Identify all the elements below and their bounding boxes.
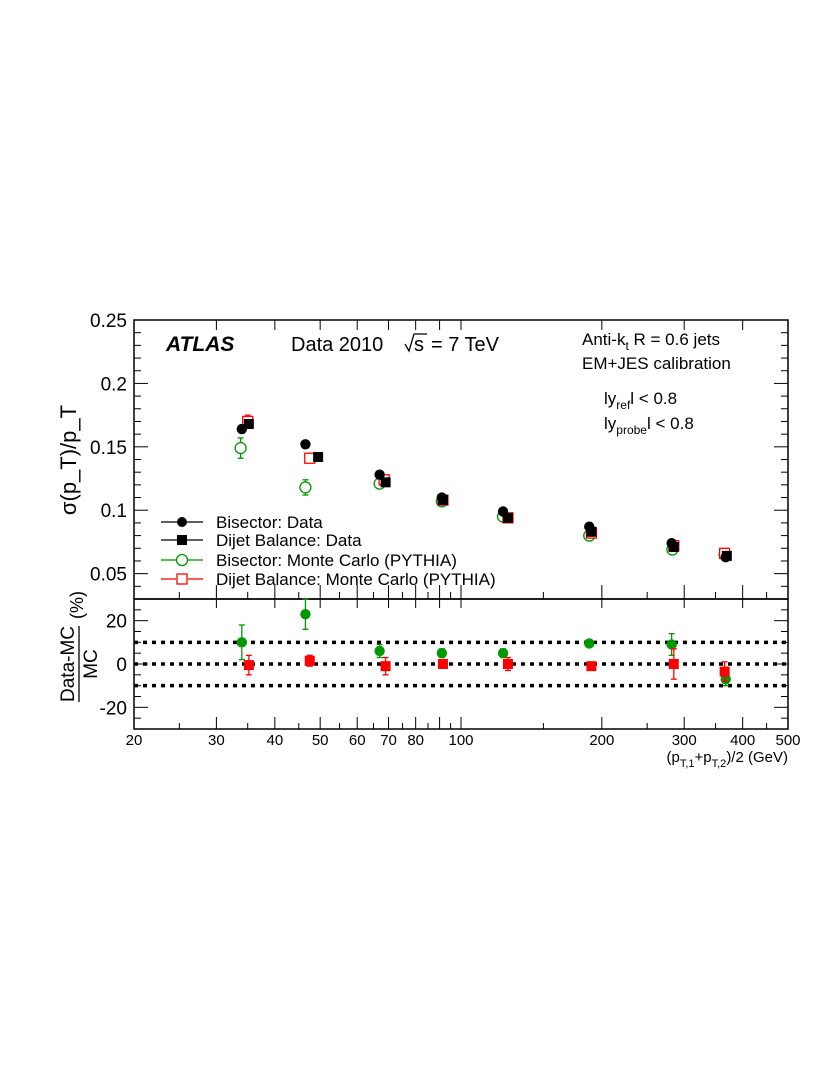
legend-entry-dijet-data: Dijet Balance: Data [161, 531, 362, 550]
legend-label-bisector-data: Bisector: Data [216, 513, 323, 532]
data-point-square [437, 495, 448, 506]
y-label-sigma: σ(p_T)/p_T [56, 405, 81, 515]
legend-label-bisector-mc: Bisector: Monte Carlo (PYTHIA) [216, 551, 457, 570]
atlas-label: ATLAS [165, 333, 234, 356]
y-tick-label: 0.15 [90, 438, 127, 459]
eta-ref-cut: lyrefl < 0.8 [604, 389, 677, 412]
y-tick-label: 0 [116, 655, 127, 676]
x-tick-label: 200 [589, 732, 614, 749]
x-tick-label: 30 [208, 732, 225, 749]
ratio-panel-ticks: 20 30 40 50 60 70 80 100 200 300 400 500 -20 0 20 [100, 599, 801, 749]
data-point-square [243, 418, 254, 429]
data-point-open-circle [299, 481, 312, 494]
data-point-square [586, 526, 597, 537]
data-point-circle [436, 647, 448, 659]
eta-probe-pre: ly [604, 414, 617, 433]
x-tick-label: 300 [672, 732, 697, 749]
energy-label: s = 7 TeV [404, 333, 500, 356]
data-point-square [304, 655, 315, 666]
eta-probe-sub: probe [616, 423, 647, 437]
legend-entry-bisector-mc: Bisector: Monte Carlo (PYTHIA) [161, 551, 457, 570]
calibration-label: EM+JES calibration [582, 354, 731, 373]
legend-label-dijet-data: Dijet Balance: Data [216, 531, 362, 550]
legend-marker-filled-square [177, 535, 187, 545]
ratio-label-denominator: MC [81, 649, 102, 679]
legend: Bisector: Data Dijet Balance: Data Bisec… [161, 513, 496, 589]
y-tick-label: -20 [100, 698, 127, 719]
x-tick-label: 500 [775, 732, 800, 749]
eta-ref-post: l < 0.8 [630, 389, 677, 408]
jet-algo-label: Anti-kt R = 0.6 jets [582, 330, 720, 353]
data-point-circle [300, 439, 311, 450]
top-panel-markers [234, 414, 732, 563]
ratio-y-axis-label: Data-MC MC (%) [58, 591, 102, 702]
y-tick-label: 20 [106, 612, 127, 633]
jet-algo-sub: t [625, 339, 629, 353]
data-point-square [380, 661, 391, 672]
data-point-square [719, 666, 730, 677]
x-label-b-sub: T,2 [712, 758, 727, 770]
y-tick-label: 0.1 [101, 501, 127, 522]
jet-algo-rest: R = 0.6 jets [629, 330, 720, 349]
eta-ref-sub: ref [616, 398, 631, 412]
y-tick-label: 0.2 [101, 374, 127, 395]
data-point-circle [300, 608, 311, 620]
legend-marker-open-circle [175, 553, 189, 567]
x-tick-label: 20 [126, 732, 143, 749]
jet-algo-main: Anti-k [582, 330, 626, 349]
data-point-square [243, 660, 254, 671]
sqrt-s-text: s [414, 334, 424, 356]
data-point-square [313, 451, 324, 462]
ratio-label-numerator: Data-MC [58, 626, 79, 702]
x-label-a: (p [666, 749, 679, 766]
legend-marker-filled-circle [177, 517, 187, 527]
top-y-axis-label: σ(p_T)/p_T [56, 405, 81, 515]
data-point-circle [497, 647, 509, 659]
data-point-square [380, 477, 391, 488]
data-point-square [586, 661, 597, 672]
x-tick-label: 50 [312, 732, 329, 749]
ratio-reference-lines [134, 640, 788, 688]
x-label-a-sub: T,1 [680, 758, 695, 770]
sqrt-icon [404, 333, 427, 353]
x-label-b: +p [695, 749, 712, 766]
eta-ref-pre: ly [604, 389, 617, 408]
data-point-circle [584, 638, 595, 649]
data-point-square [668, 542, 679, 553]
data-point-circle [374, 645, 385, 657]
legend-entry-bisector-data: Bisector: Data [161, 513, 323, 532]
ratio-panel-markers [236, 598, 731, 687]
data-point-square [721, 550, 732, 561]
data-point-circle [666, 639, 677, 650]
x-tick-label: 80 [407, 732, 424, 749]
data-point-square [437, 659, 448, 669]
ratio-label-unit: (%) [67, 591, 87, 619]
data-point-circle [236, 637, 248, 648]
y-tick-label: 0.25 [90, 311, 127, 332]
eta-probe-cut: lyprobel < 0.8 [604, 414, 694, 437]
x-tick-label: 100 [448, 732, 473, 749]
data-point-square [502, 659, 513, 669]
energy-value: = 7 TeV [431, 334, 500, 356]
eta-probe-post: l < 0.8 [647, 414, 694, 433]
top-panel-ticks: 0.05 0.1 0.15 0.2 0.25 [90, 311, 789, 600]
dataset-label: Data 2010 [291, 334, 383, 356]
x-tick-label: 400 [730, 732, 755, 749]
x-tick-label: 40 [266, 732, 283, 749]
x-axis-label: (pT,1+pT,2)/2 (GeV) [666, 749, 788, 770]
x-tick-label: 60 [349, 732, 366, 749]
data-point-open-circle [234, 441, 247, 455]
legend-marker-open-square [176, 573, 188, 585]
legend-entry-dijet-mc: Dijet Balance: Monte Carlo (PYTHIA) [161, 570, 496, 589]
legend-label-dijet-mc: Dijet Balance: Monte Carlo (PYTHIA) [216, 570, 496, 589]
x-label-c: )/2 (GeV) [726, 749, 788, 766]
data-point-circle [374, 469, 385, 480]
y-tick-label: 0.05 [90, 565, 127, 586]
data-point-square [502, 512, 513, 523]
x-tick-label: 70 [380, 732, 397, 749]
data-point-square [668, 659, 679, 669]
